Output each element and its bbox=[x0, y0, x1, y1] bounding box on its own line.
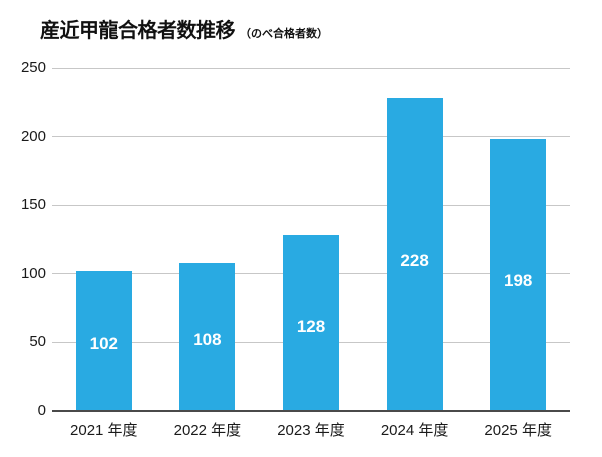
y-axis-tick-label: 50 bbox=[29, 333, 46, 351]
bar-value-label: 102 bbox=[89, 333, 118, 353]
x-axis-category-label: 2021 年度 bbox=[70, 422, 138, 439]
y-axis-tick-label: 200 bbox=[20, 127, 46, 145]
bar: 108 bbox=[179, 262, 236, 411]
y-axis-tick-label: 0 bbox=[37, 402, 46, 419]
chart-title: 産近甲龍合格者数推移 bbox=[40, 18, 236, 42]
chart-subtitle: （のべ合格者数） bbox=[240, 27, 328, 40]
chart-header: 産近甲龍合格者数推移 （のべ合格者数） bbox=[40, 14, 328, 43]
y-axis-tick-label: 100 bbox=[20, 264, 46, 282]
y-axis-tick-label: 250 bbox=[20, 59, 46, 76]
grid-line bbox=[52, 136, 570, 138]
bar: 198 bbox=[490, 139, 547, 411]
x-axis-category-label: 2024 年度 bbox=[380, 422, 449, 439]
x-axis-category-label: 2023 年度 bbox=[277, 422, 345, 439]
bar-value-label: 128 bbox=[296, 316, 326, 336]
bar-value-label: 198 bbox=[504, 270, 533, 290]
x-axis-category-label: 2022 年度 bbox=[173, 422, 242, 439]
x-axis-line bbox=[52, 410, 570, 412]
bar-value-label: 108 bbox=[193, 329, 222, 349]
x-axis-category-label: 2025 年度 bbox=[484, 422, 552, 439]
plot-area: 102 108 128 228 198 bbox=[52, 67, 570, 412]
grid-line bbox=[52, 67, 570, 69]
y-axis-tick-label: 150 bbox=[20, 196, 46, 214]
grid-line bbox=[52, 204, 570, 206]
bar: 228 bbox=[386, 98, 443, 411]
bar: 102 bbox=[75, 271, 132, 411]
bar: 128 bbox=[283, 235, 339, 411]
bar-value-label: 228 bbox=[400, 250, 429, 270]
